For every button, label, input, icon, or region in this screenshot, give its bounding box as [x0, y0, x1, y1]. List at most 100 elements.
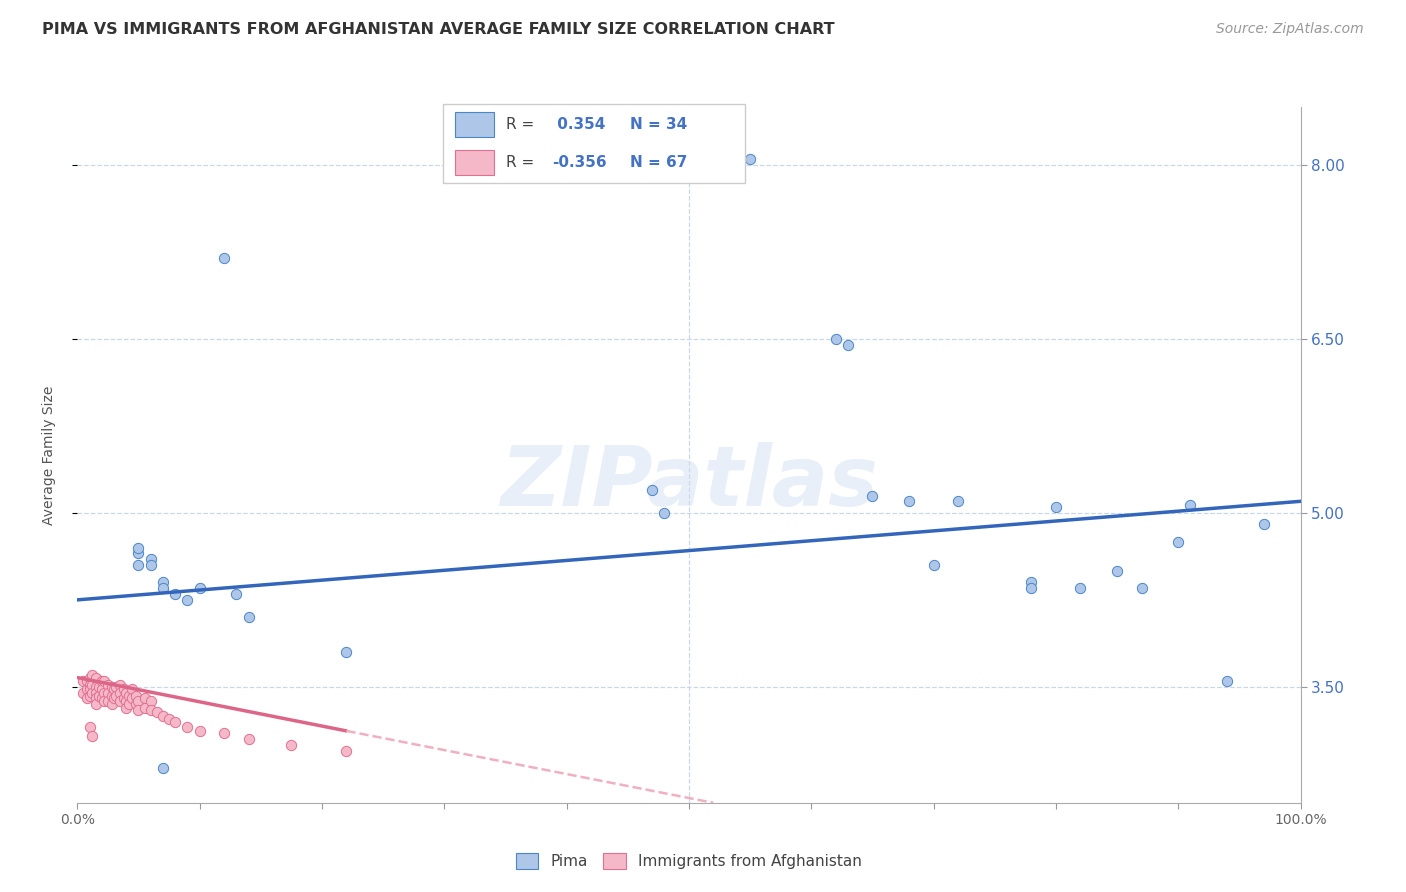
Point [76, 691, 98, 706]
Point [128, 694, 150, 708]
Point [134, 700, 156, 714]
Point [112, 682, 135, 697]
Point [898, 494, 921, 508]
Point [1045, 500, 1067, 514]
Point [946, 494, 969, 508]
Point [121, 682, 143, 697]
Point [165, 587, 187, 601]
Point [1253, 517, 1275, 532]
Point [139, 558, 162, 573]
Point [115, 700, 138, 714]
Point [108, 685, 131, 699]
Point [118, 689, 141, 703]
Point [128, 541, 150, 555]
Point [105, 689, 128, 703]
Point [90, 691, 112, 706]
Point [139, 694, 162, 708]
Point [121, 691, 143, 706]
Text: R =: R = [506, 117, 540, 132]
Point [108, 677, 131, 691]
Point [79, 677, 101, 691]
Point [79, 671, 101, 685]
Point [740, 152, 762, 166]
Point [134, 691, 156, 706]
Point [84, 671, 107, 685]
FancyBboxPatch shape [456, 112, 495, 137]
Point [212, 251, 235, 265]
Legend: Pima, Immigrants from Afghanistan: Pima, Immigrants from Afghanistan [509, 847, 869, 875]
Point [125, 689, 148, 703]
Point [1069, 582, 1091, 596]
Point [115, 694, 138, 708]
Point [335, 645, 357, 659]
Point [84, 691, 107, 706]
Point [84, 685, 107, 699]
Point [176, 592, 198, 607]
Point [84, 680, 107, 694]
Point [79, 682, 101, 697]
Point [225, 587, 247, 601]
Point [1021, 582, 1043, 596]
Point [654, 506, 676, 520]
Point [80, 729, 103, 743]
Point [118, 698, 141, 712]
Point [139, 703, 162, 717]
Text: N = 67: N = 67 [630, 155, 688, 170]
Point [152, 582, 174, 596]
Point [157, 712, 180, 726]
Point [76, 682, 98, 697]
Point [824, 332, 846, 346]
Point [176, 721, 198, 735]
Point [72, 685, 94, 699]
Point [152, 761, 174, 775]
Text: Source: ZipAtlas.com: Source: ZipAtlas.com [1216, 22, 1364, 37]
Point [1180, 498, 1202, 512]
Point [188, 582, 211, 596]
Point [1130, 582, 1153, 596]
Point [103, 691, 125, 706]
Text: ZIPatlas: ZIPatlas [501, 442, 877, 524]
Point [97, 685, 120, 699]
Point [238, 610, 260, 624]
Point [146, 706, 169, 720]
Point [100, 680, 122, 694]
Point [103, 682, 125, 697]
Point [280, 738, 302, 752]
Point [89, 689, 111, 703]
Point [128, 546, 150, 560]
Point [93, 694, 115, 708]
Point [100, 689, 122, 703]
Point [128, 703, 150, 717]
Point [128, 558, 150, 573]
Point [335, 744, 357, 758]
Point [115, 685, 138, 699]
Point [152, 708, 174, 723]
Y-axis label: Average Family Size: Average Family Size [42, 385, 56, 524]
Point [188, 723, 211, 738]
Point [1216, 674, 1239, 689]
Point [152, 575, 174, 590]
Point [76, 674, 98, 689]
FancyBboxPatch shape [443, 104, 745, 183]
Point [125, 698, 148, 712]
Point [72, 674, 94, 689]
Point [1107, 564, 1129, 578]
Point [837, 338, 859, 352]
Point [80, 677, 103, 691]
Text: 0.354: 0.354 [551, 117, 605, 132]
Point [105, 680, 128, 694]
FancyBboxPatch shape [456, 150, 495, 175]
Point [90, 682, 112, 697]
Point [80, 668, 103, 682]
Point [90, 674, 112, 689]
Point [79, 689, 101, 703]
Point [862, 489, 884, 503]
Point [112, 691, 135, 706]
Point [238, 731, 260, 746]
Point [93, 685, 115, 699]
Point [922, 558, 945, 573]
Point [1167, 535, 1189, 549]
Point [79, 721, 101, 735]
Point [97, 694, 120, 708]
Point [80, 685, 103, 699]
